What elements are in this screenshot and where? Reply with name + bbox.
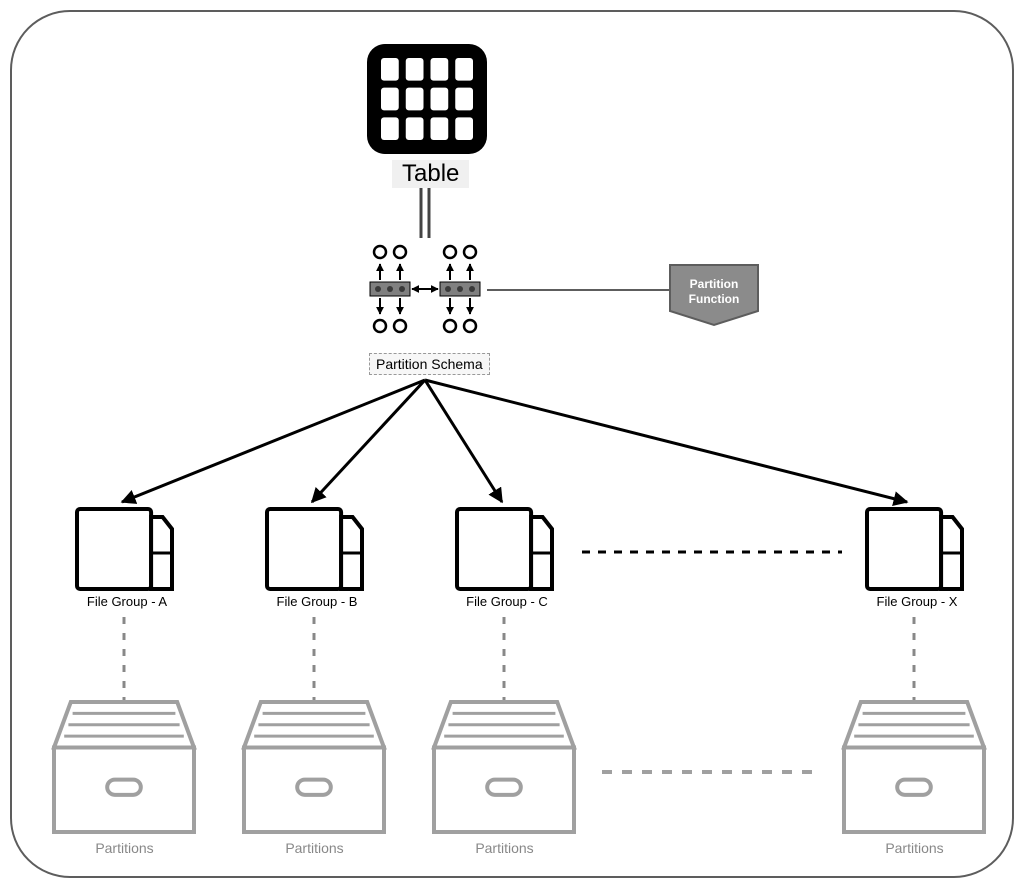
fanout-arrow (425, 380, 502, 502)
filegroup-label: File Group - C (442, 594, 572, 609)
filegroup-icon (267, 509, 362, 589)
filegroup-icon (867, 509, 962, 589)
partition-label: Partitions (72, 840, 177, 856)
fanout-arrow (425, 380, 907, 502)
partition-label: Partitions (452, 840, 557, 856)
filegroup-label: File Group - A (62, 594, 192, 609)
partition-icon (844, 702, 984, 832)
table-icon (367, 44, 487, 154)
filegroup-label: File Group - X (852, 594, 982, 609)
filegroup-icon (77, 509, 172, 589)
diagram-svg: PartitionFunction (12, 12, 1016, 880)
schema-cluster (440, 246, 480, 332)
filegroup-icon (457, 509, 552, 589)
partition-icon (434, 702, 574, 832)
svg-text:Function: Function (689, 292, 740, 306)
schema-cluster (370, 246, 410, 332)
svg-text:Partition: Partition (690, 277, 739, 291)
diagram-frame: PartitionFunction Table Partition Schema… (10, 10, 1014, 878)
partition-function-icon: PartitionFunction (670, 265, 758, 325)
filegroup-label: File Group - B (252, 594, 382, 609)
partition-schema-label: Partition Schema (369, 353, 490, 375)
fanout-arrow (312, 380, 425, 502)
partition-label: Partitions (262, 840, 367, 856)
partition-icon (54, 702, 194, 832)
table-label: Table (392, 160, 469, 188)
partition-label: Partitions (862, 840, 967, 856)
fanout-arrow (122, 380, 425, 502)
partition-icon (244, 702, 384, 832)
